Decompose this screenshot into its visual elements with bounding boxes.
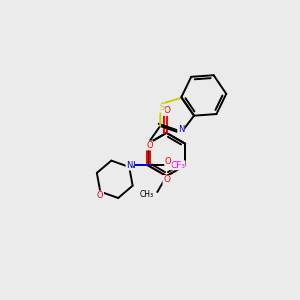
Text: O: O bbox=[163, 106, 170, 116]
Text: O: O bbox=[165, 157, 171, 166]
Text: CH₃: CH₃ bbox=[140, 190, 154, 199]
Text: N: N bbox=[128, 161, 135, 170]
Text: O: O bbox=[163, 176, 170, 184]
Text: N: N bbox=[126, 161, 132, 170]
Text: O: O bbox=[97, 191, 104, 200]
Text: S: S bbox=[159, 103, 165, 112]
Text: O: O bbox=[146, 141, 153, 150]
Text: CF₃: CF₃ bbox=[170, 161, 185, 170]
Text: N: N bbox=[178, 125, 184, 134]
